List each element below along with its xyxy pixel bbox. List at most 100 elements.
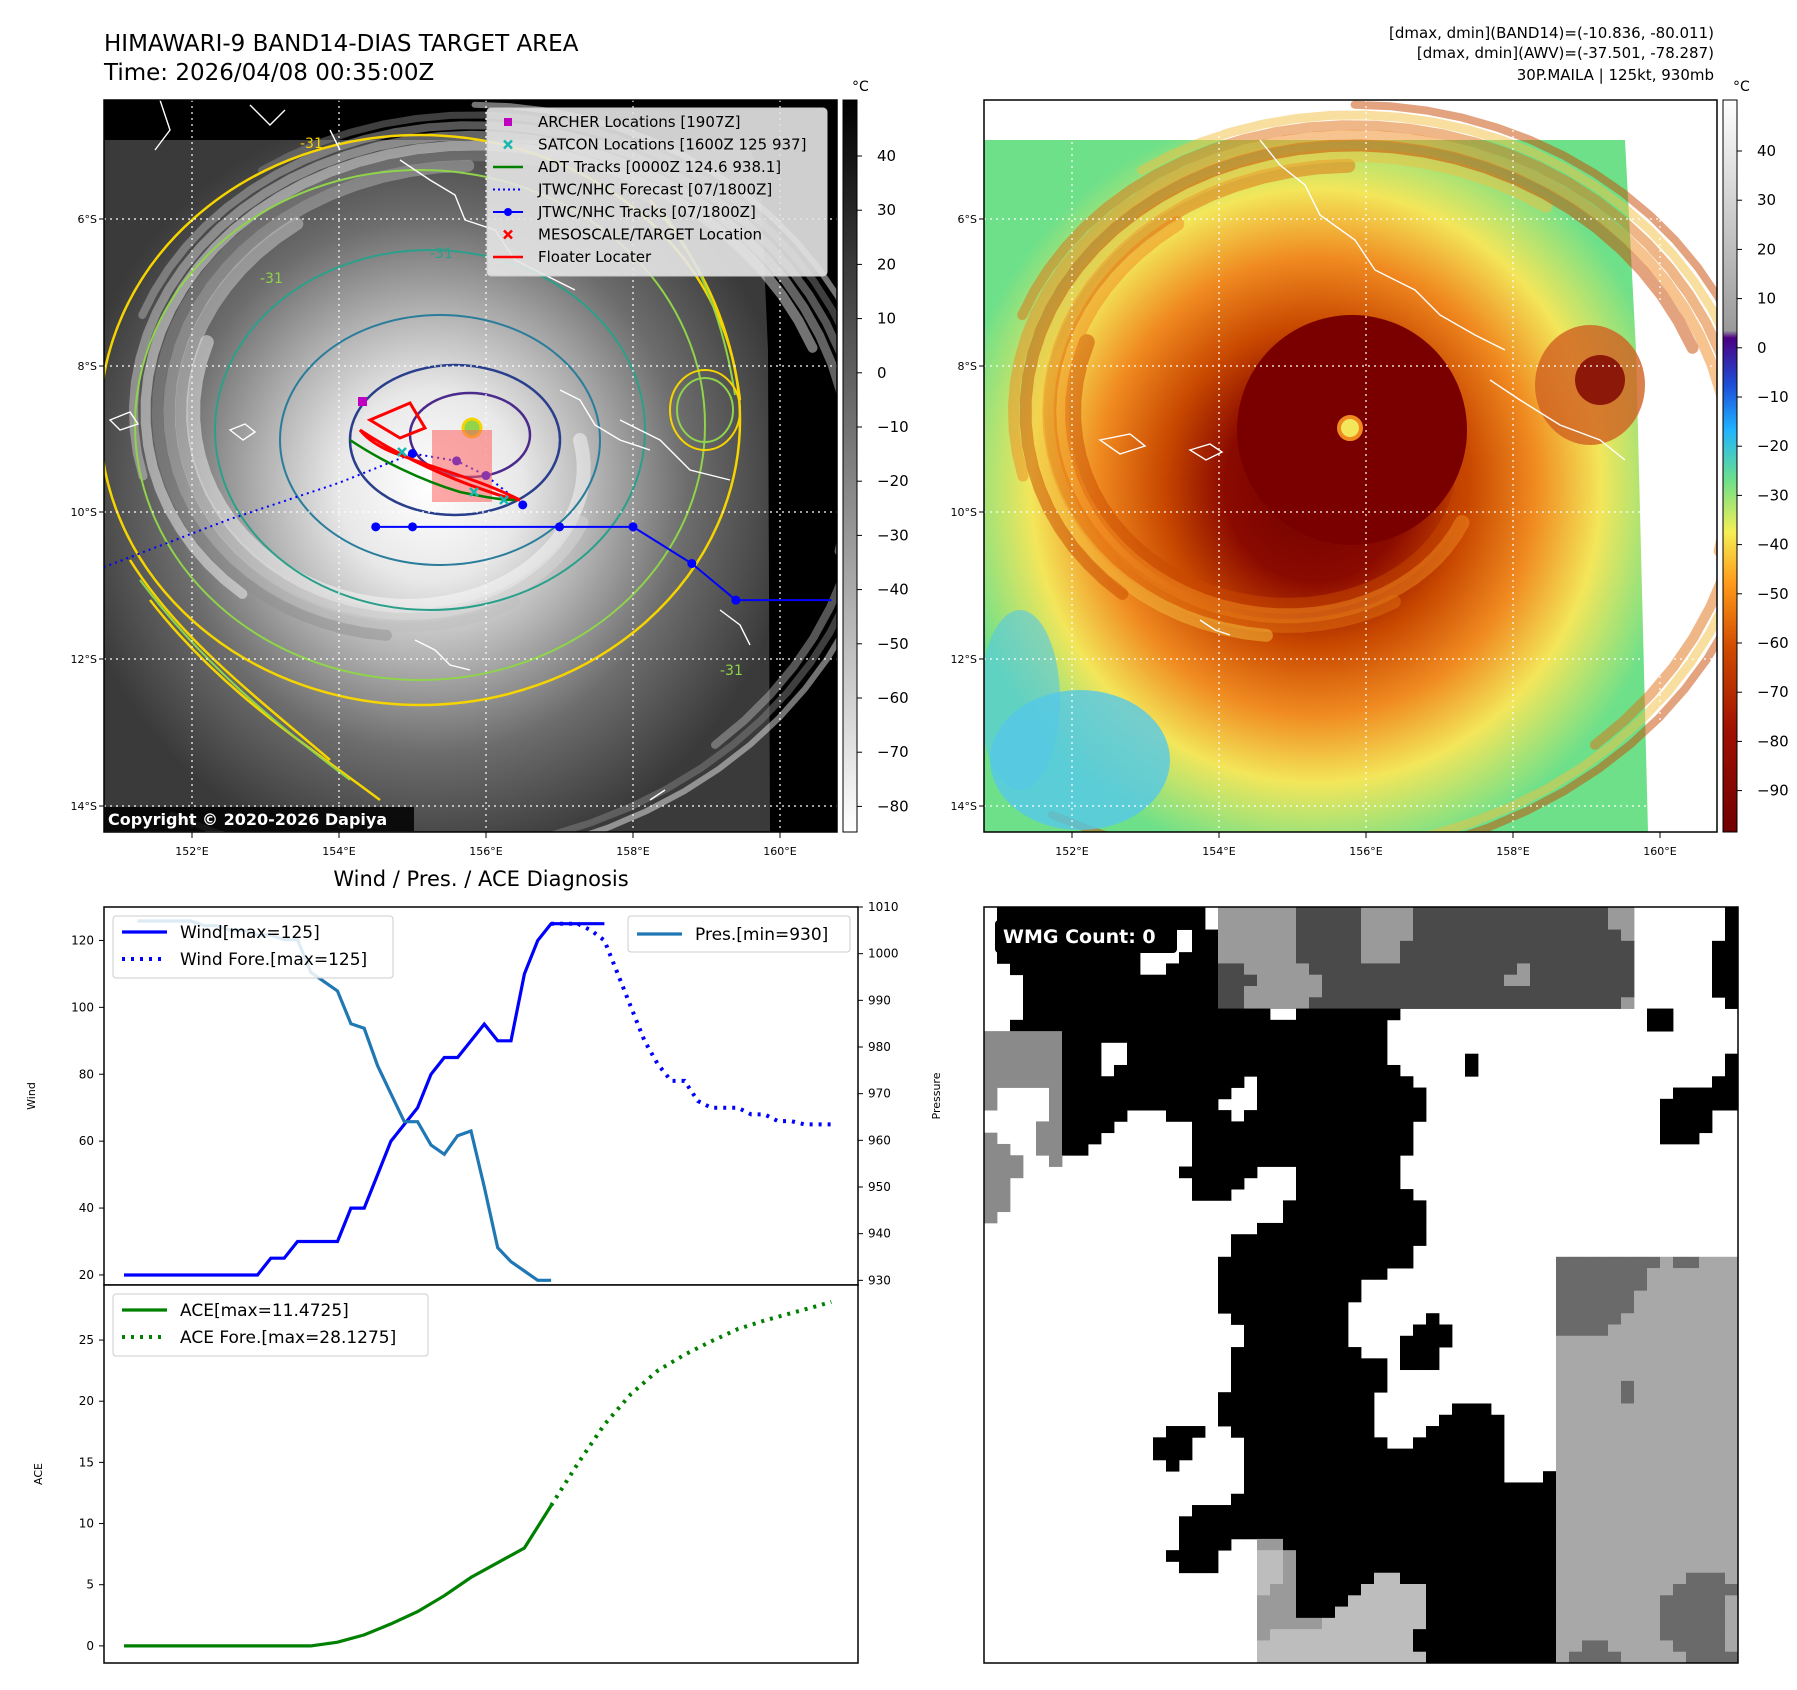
- colorbar-tick-label: 20: [1757, 240, 1776, 258]
- copyright-notice: Copyright © 2020-2026 Dapiya: [108, 810, 387, 829]
- lat-tick-label: 10°S: [71, 506, 97, 519]
- colorbar-tick-label: −90: [1757, 782, 1789, 800]
- y2-tick-label: 990: [868, 993, 891, 1007]
- cloud-bands: [1007, 100, 1717, 832]
- y-tick-label: 60: [79, 1134, 94, 1148]
- lon-tick-label: 152°E: [1055, 845, 1088, 858]
- legend-marker: [504, 118, 512, 126]
- colorbar-tick-label: −30: [877, 526, 909, 544]
- legend-entry: JTWC/NHC Tracks [07/1800Z]: [537, 203, 756, 221]
- legend-entry: SATCON Locations [1600Z 125 937]: [538, 136, 806, 154]
- figure-title: HIMAWARI-9 BAND14-DIAS TARGET AREA: [104, 31, 579, 57]
- stats-awv: [dmax, dmin](AWV)=(-37.501, -78.287): [1417, 44, 1714, 62]
- colorbar-tick-label: −10: [1757, 388, 1789, 406]
- contour-label: -31: [720, 663, 743, 679]
- map-axis-labels: 6°S 6°S 8°S 8°S 10°S 10°S 12°S 12°S 14°S 14°S 152°…: [71, 213, 1677, 858]
- archer-marker: [358, 397, 367, 406]
- storm-eye: [1337, 415, 1363, 441]
- colorbar-tick-label: 30: [877, 201, 896, 219]
- series-line: [124, 1504, 553, 1648]
- lat-tick-label: 12°S: [71, 653, 97, 666]
- adt-track: [349, 438, 516, 502]
- colorbar-tick-label: 10: [877, 310, 896, 328]
- colorbar-tick-label: −10: [877, 418, 909, 436]
- satcon-markers: [397, 447, 509, 505]
- colorbar-tick-label: −40: [1757, 536, 1789, 554]
- colorbar-tick-label: −60: [1757, 634, 1789, 652]
- legend-marker: [503, 229, 513, 240]
- lat-tick-label: 8°S: [958, 360, 977, 373]
- lon-tick-label: 154°E: [1202, 845, 1235, 858]
- y-tick-label: 80: [79, 1067, 94, 1081]
- colorbar-tick-label: 40: [877, 147, 896, 165]
- legend-entry: ACE[max=11.4725]: [180, 1301, 349, 1321]
- coastlines: [1098, 139, 1626, 636]
- wmg-count-label: WMG Count: 0: [1003, 926, 1156, 948]
- contour-label: -31: [260, 271, 283, 287]
- lon-tick-label: 154°E: [322, 845, 355, 858]
- colorbar-tick-label: −50: [877, 635, 909, 653]
- band14-map: -31 -31 -31 -31: [103, 99, 838, 833]
- floater-locater: [358, 401, 521, 502]
- colorbar-tick-label: −50: [1757, 585, 1789, 603]
- colorbar-tick-label: 40: [1757, 142, 1776, 160]
- y-tick-label: 15: [79, 1455, 94, 1469]
- legend-marker: [503, 139, 513, 150]
- legend-entry: ARCHER Locations [1907Z]: [538, 113, 741, 131]
- lat-tick-label: 6°S: [958, 213, 977, 226]
- figure-time: Time: 2026/04/08 00:35:00Z: [103, 60, 434, 86]
- lon-tick-label: 152°E: [175, 845, 208, 858]
- lon-tick-label: 160°E: [763, 845, 796, 858]
- legend-entry: MESOSCALE/TARGET Location: [538, 226, 762, 244]
- colorbar-tick-label: 30: [1757, 191, 1776, 209]
- y2-tick-label: 980: [868, 1040, 891, 1054]
- ace-legend: ACE[max=11.4725] ACE Fore.[max=28.1275]: [112, 1293, 429, 1357]
- lon-tick-label: 158°E: [616, 845, 649, 858]
- lat-lon-grid: [984, 100, 1717, 832]
- map-legend: ARCHER Locations [1907Z] SATCON Locations…: [486, 107, 828, 277]
- colorbar-tick-label: 20: [877, 255, 896, 273]
- y-tick-label: 20: [79, 1268, 94, 1282]
- y-tick-label: 40: [79, 1201, 94, 1215]
- lat-tick-label: 10°S: [951, 506, 977, 519]
- ace-chart: 0 5 10 15 20 25 ACE ACE[max=11.4725] ACE Fore.…: [32, 1284, 859, 1664]
- series-line: [551, 921, 832, 1127]
- y-tick-label: 0: [86, 1639, 94, 1653]
- legend-entry: Pres.[min=930]: [695, 925, 828, 945]
- awv-colorbar: °C 40 30 20 10 0 −10 −20 −30 −40 −50 −60 −70 −80 −90: [1722, 79, 1789, 833]
- y2-tick-label: 960: [868, 1133, 891, 1147]
- colorbar-tick-label: 10: [1757, 290, 1776, 308]
- colorbar-tick-label: −20: [1757, 437, 1789, 455]
- legend-entry: Floater Locater: [538, 248, 652, 266]
- legend-entry: Wind[max=125]: [180, 923, 320, 943]
- lat-tick-label: 8°S: [78, 360, 97, 373]
- colorbar-tick-label: −80: [877, 797, 909, 815]
- y-tick-label: 120: [71, 933, 94, 947]
- pressure-axis-label: Pressure: [930, 1072, 943, 1119]
- stats-storm: 30P.MAILA | 125kt, 930mb: [1517, 66, 1714, 84]
- lon-tick-label: 156°E: [1349, 845, 1382, 858]
- y-tick-label: 25: [79, 1333, 94, 1347]
- awv-map: [983, 99, 1718, 833]
- y-tick-label: 5: [86, 1578, 94, 1592]
- lon-tick-label: 156°E: [469, 845, 502, 858]
- lon-tick-label: 160°E: [1643, 845, 1676, 858]
- colorbar-tick-label: −60: [877, 689, 909, 707]
- diagnosis-title: Wind / Pres. / ACE Diagnosis: [333, 867, 628, 891]
- legend-entry: ACE Fore.[max=28.1275]: [180, 1328, 396, 1348]
- colorbar-tick-label: −20: [877, 472, 909, 490]
- legend-entry: JTWC/NHC Forecast [07/1800Z]: [537, 181, 772, 199]
- series-line: [124, 922, 605, 1277]
- wind-pressure-chart: 20 40 60 80 100 120 930 940 950 960 970 980 990 1000 1…: [25, 900, 943, 1287]
- wmg-panel: WMG Count: 0: [983, 906, 1739, 1664]
- y2-tick-label: 930: [868, 1273, 891, 1287]
- y2-tick-label: 940: [868, 1227, 891, 1241]
- colorbar-unit: °C: [1733, 79, 1750, 95]
- lat-tick-label: 6°S: [78, 213, 97, 226]
- lat-tick-label: 12°S: [951, 653, 977, 666]
- contour-label: -31: [300, 136, 323, 152]
- y2-tick-label: 950: [868, 1180, 891, 1194]
- colorbar-tick-label: −70: [877, 743, 909, 761]
- lat-tick-label: 14°S: [71, 800, 97, 813]
